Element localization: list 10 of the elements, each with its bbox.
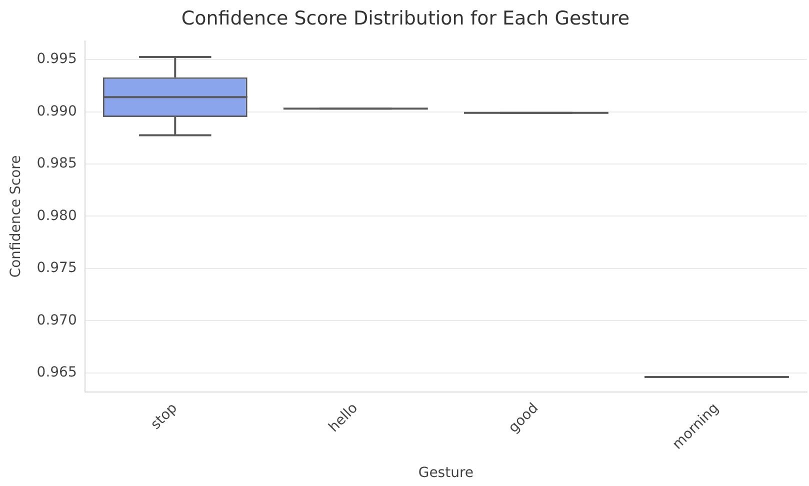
y-tick-label: 0.980 — [36, 208, 77, 224]
x-axis-title: Gesture — [418, 465, 474, 482]
y-tick-label: 0.985 — [36, 156, 77, 172]
y-tick-label: 0.970 — [36, 312, 77, 328]
y-tick-label: 0.975 — [36, 260, 77, 276]
y-axis-title: Confidence Score — [8, 155, 24, 278]
y-tick-label: 0.990 — [36, 103, 77, 120]
y-tick-label: 0.995 — [36, 51, 77, 68]
chart-title: Confidence Score Distribution for Each Gesture — [181, 7, 630, 30]
y-tick-label: 0.965 — [36, 364, 77, 380]
